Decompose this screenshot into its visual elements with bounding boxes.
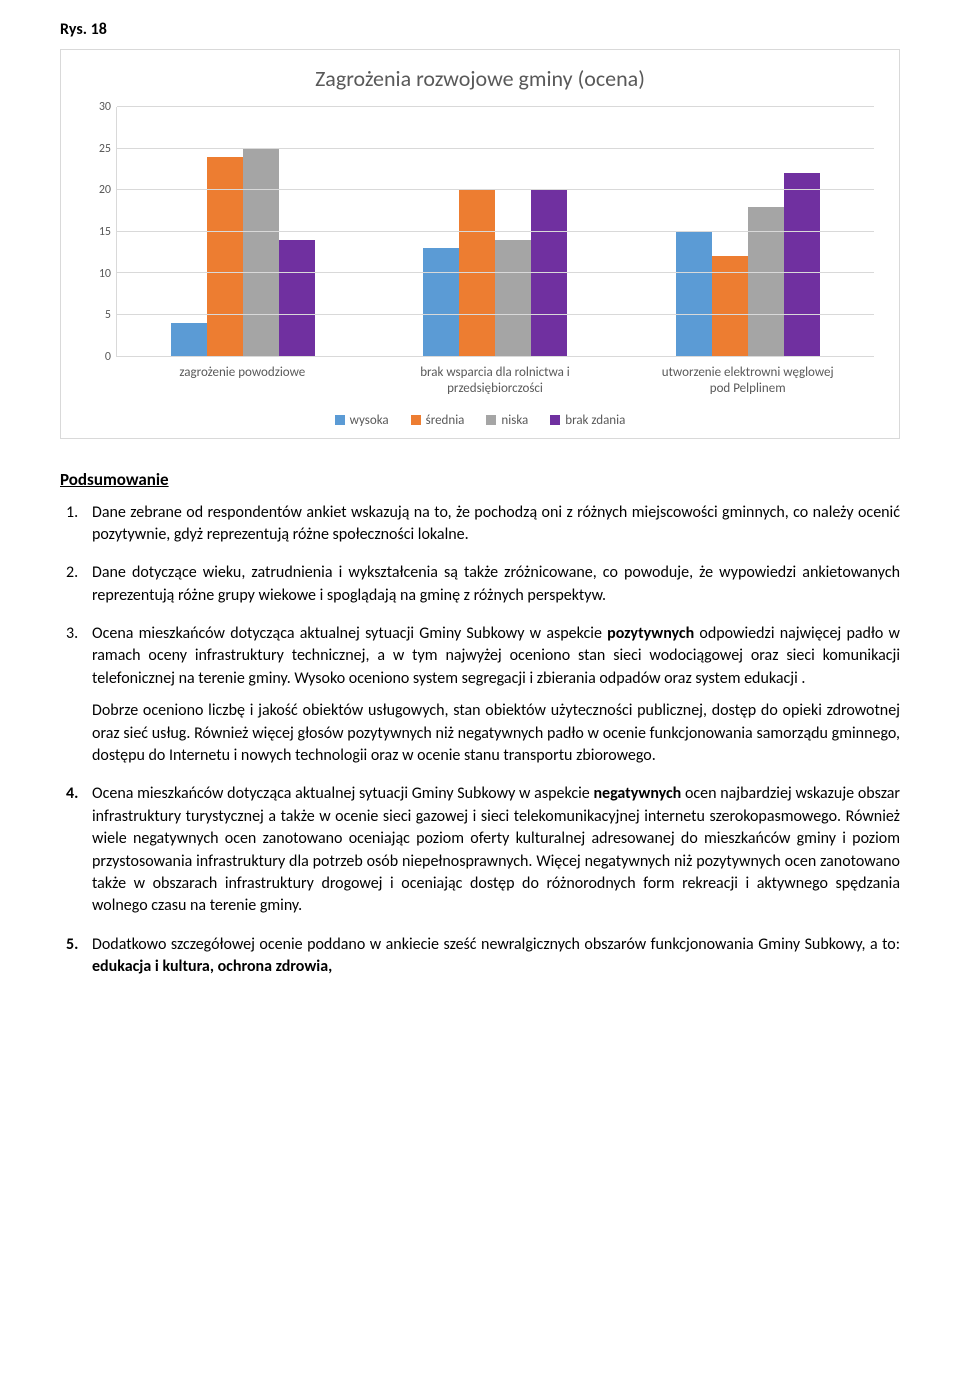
- y-tick-label: 0: [105, 350, 111, 364]
- bar-group: [117, 107, 369, 356]
- y-tick-label: 25: [99, 142, 111, 156]
- legend-label: niska: [501, 413, 528, 428]
- legend-swatch: [411, 415, 421, 425]
- summary-list: Dane zebrane od respondentów ankiet wska…: [60, 502, 900, 979]
- bar: [459, 190, 495, 356]
- legend-label: brak zdania: [565, 413, 625, 428]
- grid-line: [117, 272, 874, 273]
- bar-group: [622, 107, 874, 356]
- bar: [423, 248, 459, 356]
- legend-item: średnia: [411, 413, 465, 428]
- summary-heading: Podsumowanie: [60, 469, 900, 490]
- grid-line: [117, 314, 874, 315]
- y-tick-label: 5: [105, 308, 111, 322]
- plot-area: [116, 107, 874, 357]
- list-item-paragraph: Dobrze oceniono liczbę i jakość obiektów…: [92, 700, 900, 767]
- bar: [207, 157, 243, 356]
- x-axis-labels: zagrożenie powodziowebrak wsparcia dla r…: [116, 365, 874, 398]
- bar-groups: [117, 107, 874, 356]
- legend-item: wysoka: [335, 413, 389, 428]
- legend-label: wysoka: [350, 413, 389, 428]
- y-tick-label: 10: [99, 267, 111, 281]
- list-item: Dodatkowo szczegółowej ocenie poddano w …: [60, 934, 900, 979]
- y-tick-label: 15: [99, 225, 111, 239]
- chart-legend: wysoka średnia niska brak zdania: [86, 413, 874, 428]
- chart-title: Zagrożenia rozwojowe gminy (ocena): [86, 65, 874, 92]
- bar: [531, 190, 567, 356]
- x-axis-label: brak wsparcia dla rolnictwa iprzedsiębio…: [369, 365, 622, 398]
- bar: [243, 149, 279, 357]
- legend-swatch: [550, 415, 560, 425]
- list-item: Dane zebrane od respondentów ankiet wska…: [60, 502, 900, 547]
- legend-label: średnia: [426, 413, 465, 428]
- figure-label: Rys. 18: [60, 20, 900, 39]
- bold-text: pozytywnych: [607, 624, 694, 643]
- bar: [748, 207, 784, 356]
- bold-text: negatywnych: [593, 784, 681, 803]
- bold-text: edukacja i kultura, ochrona zdrowia,: [92, 957, 332, 976]
- list-item: Ocena mieszkańców dotycząca aktualnej sy…: [60, 783, 900, 917]
- list-item-paragraph: Ocena mieszkańców dotycząca aktualnej sy…: [92, 623, 900, 690]
- x-axis-label: utworzenie elektrowni węglowejpod Pelpli…: [621, 365, 874, 398]
- legend-swatch: [486, 415, 496, 425]
- bar: [279, 240, 315, 356]
- grid-line: [117, 106, 874, 107]
- y-tick-label: 30: [99, 100, 111, 114]
- bar: [171, 323, 207, 356]
- bar-group: [369, 107, 621, 356]
- y-axis: 051015202530: [86, 107, 116, 357]
- chart-container: Zagrożenia rozwojowe gminy (ocena) 0 5 10 1…: [60, 49, 900, 439]
- legend-item: niska: [486, 413, 528, 428]
- grid-line: [117, 189, 874, 190]
- bar: [495, 240, 531, 356]
- chart-plot: 051015202530: [86, 107, 874, 357]
- legend-item: brak zdania: [550, 413, 625, 428]
- x-axis-label: zagrożenie powodziowe: [116, 365, 369, 398]
- grid-line: [117, 231, 874, 232]
- list-item: Dane dotyczące wieku, zatrudnienia i wyk…: [60, 562, 900, 607]
- legend-swatch: [335, 415, 345, 425]
- list-item: Ocena mieszkańców dotycząca aktualnej sy…: [60, 623, 900, 767]
- grid-line: [117, 148, 874, 149]
- bar: [784, 173, 820, 356]
- bar: [676, 232, 712, 357]
- y-tick-label: 20: [99, 183, 111, 197]
